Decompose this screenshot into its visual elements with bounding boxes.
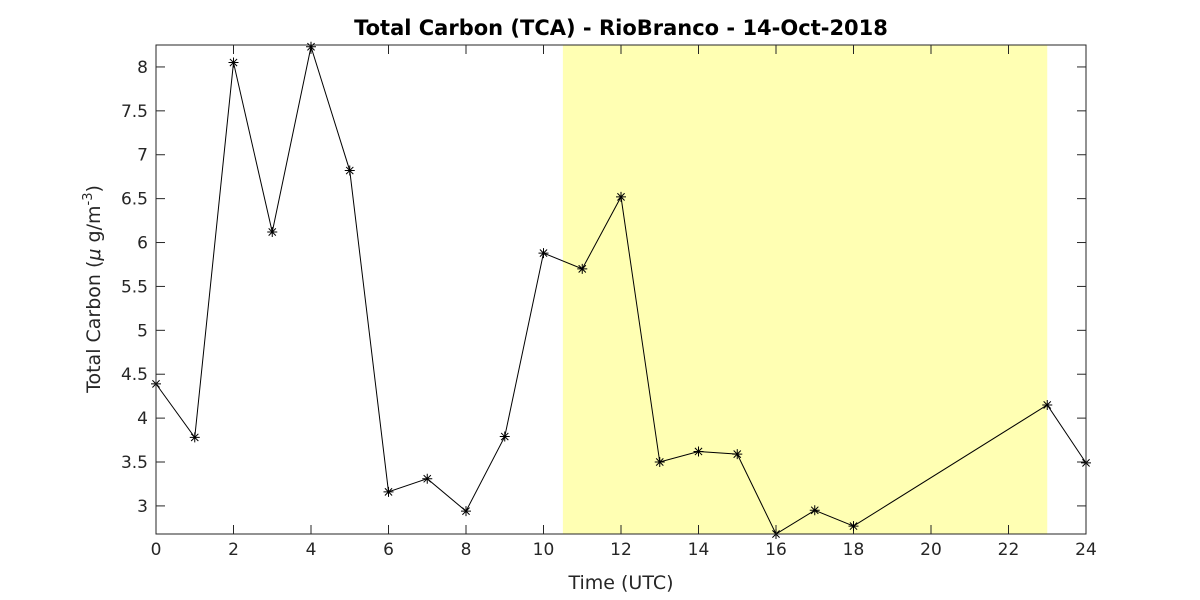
y-tick-label: 3.5	[121, 453, 148, 473]
data-point-marker	[577, 263, 588, 274]
x-tick-label: 24	[1075, 540, 1097, 560]
x-tick-label: 14	[688, 540, 710, 560]
x-tick-label: 4	[306, 540, 317, 560]
x-tick-label: 18	[843, 540, 865, 560]
data-point-marker	[189, 432, 200, 443]
data-point-marker	[422, 473, 433, 484]
x-tick-label: 20	[920, 540, 942, 560]
data-point-marker	[538, 248, 549, 259]
data-point-marker	[344, 165, 355, 176]
data-point-marker	[654, 457, 665, 468]
data-point-marker	[383, 486, 394, 497]
data-point-marker	[848, 521, 859, 532]
data-point-marker	[228, 57, 239, 68]
data-point-marker	[732, 449, 743, 460]
data-point-marker	[1042, 399, 1053, 410]
y-tick-label: 7	[137, 146, 148, 166]
y-axis-label-suffix: )	[83, 185, 105, 192]
y-axis-label-unit: g/m	[83, 205, 105, 248]
x-axis-ticks: 0 2 4 6 8 10 12 14 16 18 20 22 24	[151, 45, 1097, 560]
y-tick-label: 8	[137, 58, 148, 78]
y-tick-label: 4	[137, 409, 148, 429]
x-tick-label: 16	[765, 540, 787, 560]
data-point-marker	[499, 431, 510, 442]
data-point-marker	[267, 226, 278, 237]
x-tick-label: 2	[228, 540, 239, 560]
data-point-marker	[616, 191, 626, 202]
y-axis-label: Total Carbon (μ g/m-3)	[81, 185, 105, 394]
y-axis-label-prefix: Total Carbon (	[83, 261, 105, 394]
x-tick-label: 12	[610, 540, 632, 560]
y-tick-label: 5.5	[121, 277, 148, 297]
x-tick-label: 0	[151, 540, 162, 560]
y-tick-label: 6.5	[121, 190, 148, 210]
x-tick-label: 8	[461, 540, 472, 560]
y-tick-label: 3	[137, 497, 148, 517]
x-tick-label: 10	[533, 540, 555, 560]
x-tick-label: 6	[383, 540, 394, 560]
axes-box	[155, 44, 1087, 535]
data-point-marker	[306, 41, 316, 52]
chart-title: Total Carbon (TCA) - RioBranco - 14-Oct-…	[354, 16, 888, 40]
y-axis-label-mu: μ	[83, 248, 105, 261]
y-axis-ticks: 3 3.5 4 4.5 5 5.5 6 6.5 7 7.5 8	[121, 58, 1086, 517]
highlight-span	[562, 45, 1048, 534]
y-axis-label-exponent: -3	[81, 193, 96, 206]
series-group	[151, 41, 1091, 539]
y-tick-label: 4.5	[121, 365, 148, 385]
data-point-marker	[693, 446, 704, 457]
data-point-marker	[461, 506, 471, 517]
x-tick-label: 22	[998, 540, 1020, 560]
y-tick-label: 6	[137, 234, 148, 254]
y-tick-label: 5	[137, 321, 148, 341]
y-tick-label: 7.5	[121, 102, 148, 122]
x-axis-label: Time (UTC)	[567, 572, 673, 594]
data-point-marker	[809, 505, 820, 516]
